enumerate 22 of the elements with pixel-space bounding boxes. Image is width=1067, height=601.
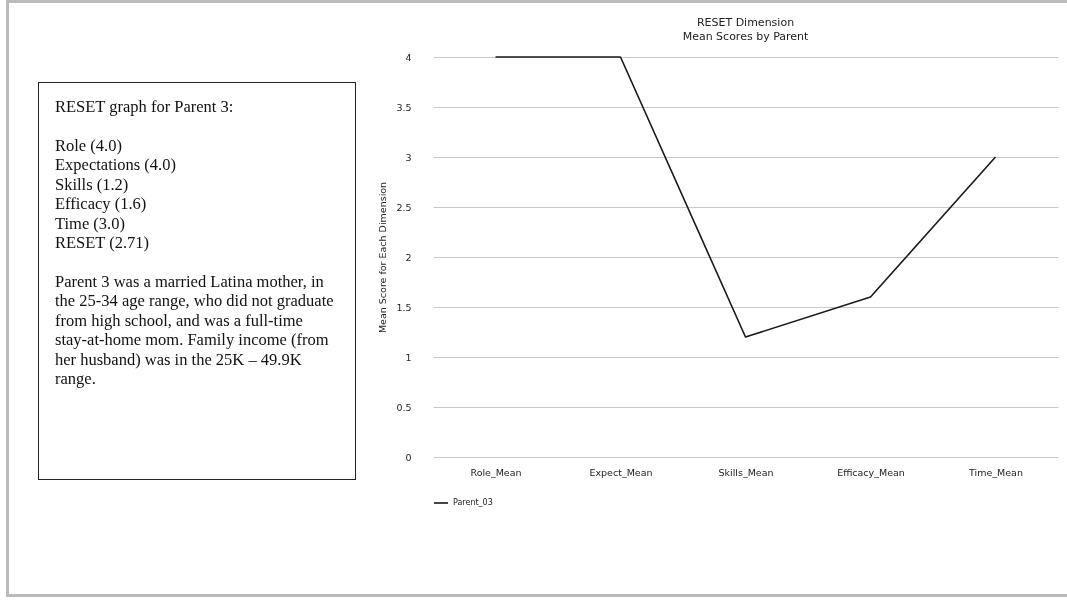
y-tick-label: 3 (405, 151, 412, 163)
y-tick-label: 1 (405, 351, 412, 363)
x-tick-label: Skills_Mean (718, 466, 774, 478)
y-tick-label: 1.5 (396, 301, 412, 313)
y-tick-label: 4 (405, 51, 412, 63)
x-tick-label: Expect_Mean (589, 466, 653, 478)
y-tick-label: 3.5 (396, 101, 412, 113)
y-tick-label: 0 (405, 451, 412, 463)
text: RESET graph for Parent 3: (55, 97, 235, 117)
y-axis-title: Mean Score for Each Dimension (377, 181, 389, 334)
x-tick-label: Efficacy_Mean (837, 466, 905, 478)
x-tick-label: Time_Mean (968, 466, 1023, 478)
chart-subtitle: Mean Scores by Parent (682, 30, 810, 43)
x-tick-label: Role_Mean (470, 466, 522, 478)
legend-label: Parent_03 (453, 498, 493, 507)
y-tick-label: 2 (405, 251, 412, 263)
y-tick-label: 0.5 (396, 401, 412, 413)
chart-title: RESET Dimension (696, 16, 795, 29)
y-tick-label: 2.5 (396, 201, 412, 213)
text: Role (4.0) Expectations (4.0) Skills (1.2) Efficacy (1.6) Time (3.0) RESET (2.71) (55, 135, 177, 253)
text: Parent 3 was a married Latina mother, in the 25-34 age range, who did not graduate from high school, and was a full-time stay-at-home mom. Family income (from her husband) was in the 25K – 49.9K range. (55, 271, 335, 389)
line-series (494, 56, 997, 338)
